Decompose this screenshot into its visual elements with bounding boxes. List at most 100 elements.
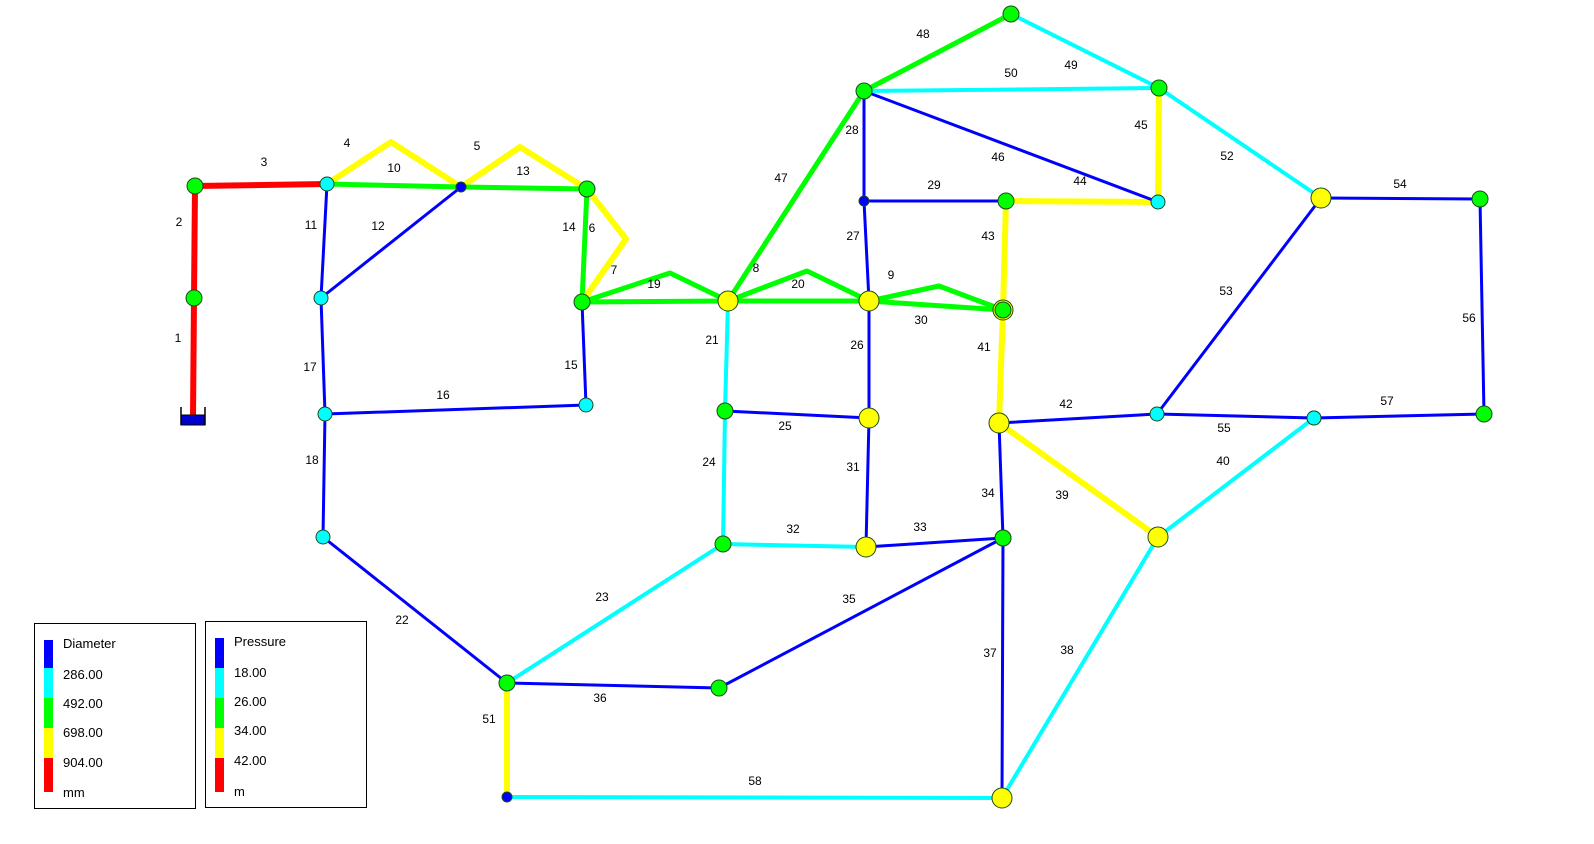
junction-node[interactable] bbox=[315, 529, 331, 545]
pipe-20[interactable] bbox=[725, 268, 872, 304]
pressure-legend-value: 42.00 bbox=[234, 753, 267, 768]
diameter-legend-cyan-swatch bbox=[44, 668, 53, 698]
junction-node[interactable] bbox=[991, 787, 1013, 809]
pipe-44[interactable] bbox=[1003, 198, 1161, 205]
pipe-17[interactable] bbox=[319, 296, 327, 416]
pipe-35[interactable] bbox=[717, 536, 1005, 690]
pipe-53[interactable] bbox=[1155, 196, 1323, 416]
junction-node[interactable] bbox=[186, 177, 204, 195]
reservoir-icon[interactable] bbox=[180, 407, 206, 426]
junction-node[interactable] bbox=[573, 293, 591, 311]
junction-node[interactable] bbox=[317, 406, 333, 422]
pipe-32[interactable] bbox=[721, 542, 868, 549]
pipe-1[interactable] bbox=[190, 295, 197, 420]
pipe-39[interactable] bbox=[996, 420, 1161, 540]
pipe-52[interactable] bbox=[1157, 86, 1323, 200]
junction-node[interactable] bbox=[714, 535, 732, 553]
pipe-7[interactable] bbox=[579, 298, 731, 305]
junction-node[interactable] bbox=[578, 180, 596, 198]
pipe-31[interactable] bbox=[864, 416, 871, 549]
pipe-58[interactable] bbox=[505, 795, 1004, 800]
pipe-40[interactable] bbox=[1156, 416, 1316, 539]
pipe-46[interactable] bbox=[862, 89, 1160, 204]
pipe-30[interactable] bbox=[866, 283, 1006, 313]
pipe-22[interactable] bbox=[321, 535, 509, 685]
pipe-54[interactable] bbox=[1319, 196, 1482, 201]
pipe-21[interactable] bbox=[723, 299, 730, 413]
pipe-14[interactable] bbox=[579, 186, 590, 305]
junction-node[interactable] bbox=[578, 397, 594, 413]
pipe-25[interactable] bbox=[723, 409, 871, 420]
diameter-legend-value: 286.00 bbox=[63, 667, 103, 682]
junction-node[interactable] bbox=[716, 402, 734, 420]
junction-node[interactable] bbox=[710, 679, 728, 697]
junction-node[interactable] bbox=[1310, 187, 1332, 209]
junction-node[interactable] bbox=[498, 674, 516, 692]
diameter-legend: Diameter 286.00 492.00 698.00 904.00 mm bbox=[34, 623, 196, 809]
pipe-33[interactable] bbox=[864, 536, 1005, 549]
pipe-24[interactable] bbox=[721, 409, 727, 546]
pipe-48[interactable] bbox=[861, 11, 1014, 94]
junction-node[interactable] bbox=[858, 195, 870, 207]
junction-node[interactable] bbox=[994, 529, 1012, 547]
pipe-36[interactable] bbox=[505, 681, 721, 690]
pipe-56[interactable] bbox=[1478, 197, 1486, 416]
junction-node[interactable] bbox=[313, 290, 329, 306]
junction-node[interactable] bbox=[1475, 405, 1493, 423]
junction-node[interactable] bbox=[1150, 79, 1168, 97]
junction-node[interactable] bbox=[455, 181, 467, 193]
junction-node[interactable] bbox=[319, 176, 335, 192]
pressure-legend-cyan-swatch bbox=[215, 668, 224, 698]
pipe-27[interactable] bbox=[862, 199, 871, 303]
junction-node[interactable] bbox=[994, 301, 1012, 319]
pipe-47[interactable] bbox=[725, 88, 867, 304]
pipe-9[interactable] bbox=[866, 298, 1006, 313]
pipe-41[interactable] bbox=[996, 307, 1006, 426]
pipe-16[interactable] bbox=[323, 403, 588, 416]
pipe-37[interactable] bbox=[1000, 536, 1005, 800]
pipe-label: 38 bbox=[1060, 643, 1074, 657]
junction-node[interactable] bbox=[858, 290, 880, 312]
junction-node[interactable] bbox=[855, 82, 873, 100]
junction-node[interactable] bbox=[501, 791, 513, 803]
junction-node[interactable] bbox=[855, 536, 877, 558]
pipe-55[interactable] bbox=[1155, 412, 1316, 420]
junction-node[interactable] bbox=[1471, 190, 1489, 208]
junction-node[interactable] bbox=[1002, 5, 1020, 23]
junction-node[interactable] bbox=[1150, 194, 1166, 210]
pipe-4[interactable] bbox=[324, 139, 464, 190]
pipe-13[interactable] bbox=[458, 184, 590, 192]
pipe-50[interactable] bbox=[862, 86, 1161, 93]
pipe-19[interactable] bbox=[579, 270, 731, 305]
pipe-label: 20 bbox=[791, 277, 805, 291]
pipe-15[interactable] bbox=[580, 300, 588, 407]
pipe-5[interactable] bbox=[458, 144, 590, 192]
pipe-12[interactable] bbox=[319, 185, 463, 300]
pipe-34[interactable] bbox=[997, 421, 1005, 540]
pipe-2[interactable] bbox=[191, 183, 198, 301]
pipe-42[interactable] bbox=[997, 412, 1159, 425]
pipe-43[interactable] bbox=[1000, 198, 1009, 313]
pressure-legend-value: 26.00 bbox=[234, 694, 267, 709]
junction-node[interactable] bbox=[1306, 410, 1322, 426]
pipe-57[interactable] bbox=[1312, 412, 1486, 420]
junction-node[interactable] bbox=[1147, 526, 1169, 548]
junction-node[interactable] bbox=[185, 289, 203, 307]
pipe-label: 6 bbox=[589, 221, 596, 235]
junction-node[interactable] bbox=[988, 412, 1010, 434]
pipe-23[interactable] bbox=[505, 542, 725, 685]
junction-node[interactable] bbox=[1149, 406, 1165, 422]
pipe-10[interactable] bbox=[324, 181, 464, 190]
junction-node[interactable] bbox=[858, 407, 880, 429]
pipe-45[interactable] bbox=[1155, 85, 1162, 205]
diameter-legend-title: Diameter bbox=[63, 636, 116, 651]
junction-node[interactable] bbox=[997, 192, 1015, 210]
pipe-11[interactable] bbox=[319, 182, 329, 300]
junction-node[interactable] bbox=[717, 290, 739, 312]
diameter-legend-blue-swatch bbox=[44, 640, 53, 668]
pipe-49[interactable] bbox=[1009, 12, 1161, 90]
pipe-38[interactable] bbox=[1000, 535, 1160, 800]
pipe-3[interactable] bbox=[192, 181, 330, 189]
pipe-6[interactable] bbox=[579, 186, 629, 305]
pipe-18[interactable] bbox=[321, 412, 327, 539]
